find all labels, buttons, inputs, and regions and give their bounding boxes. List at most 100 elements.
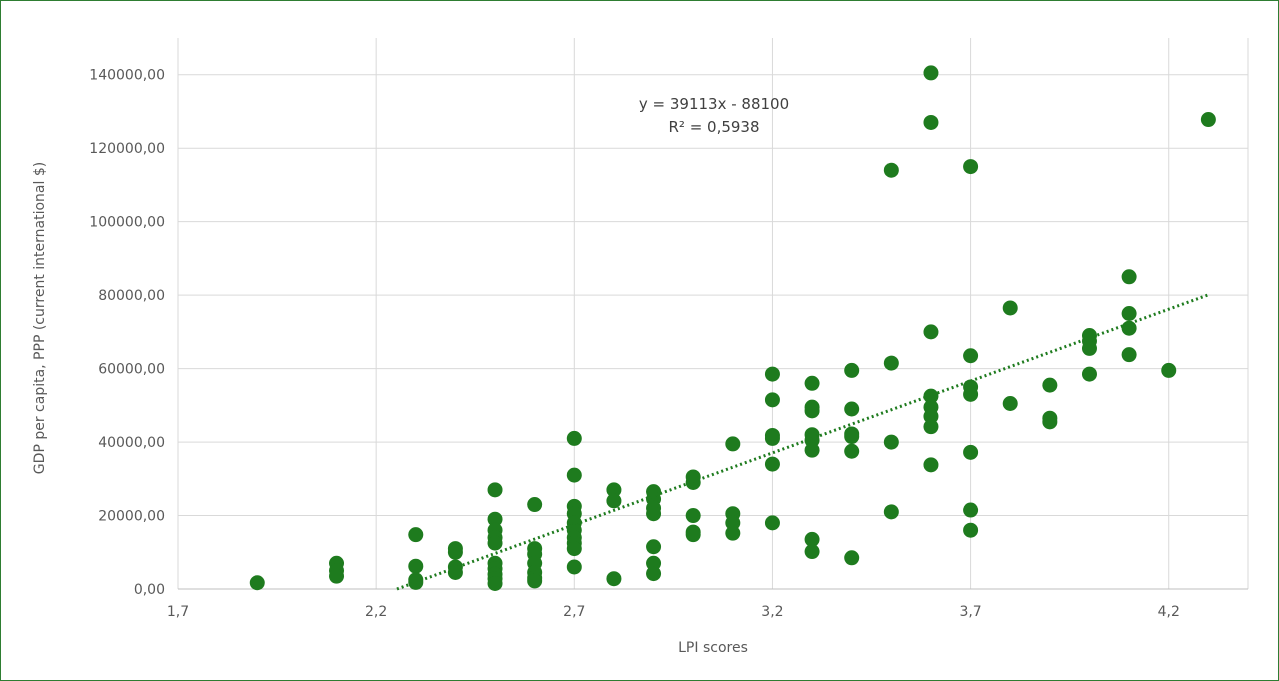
data-point — [646, 506, 662, 522]
data-point — [566, 541, 582, 557]
x-axis-ticks: 1,7 2,2 2,7 3,2 3,7 4,2 — [167, 604, 1180, 620]
data-point — [844, 550, 860, 566]
data-point — [725, 515, 741, 531]
data-point — [883, 355, 899, 371]
data-point — [923, 324, 939, 340]
x-tick-label: 4,2 — [1158, 604, 1180, 620]
data-point — [447, 564, 463, 580]
data-points — [249, 65, 1216, 591]
data-point — [844, 443, 860, 459]
data-point — [527, 573, 543, 589]
y-tick-label: 60000,00 — [98, 362, 165, 378]
data-point — [646, 566, 662, 582]
data-point — [487, 482, 503, 498]
data-point — [883, 434, 899, 450]
data-point — [764, 366, 780, 382]
data-point — [1200, 112, 1216, 128]
data-point — [447, 544, 463, 560]
data-point — [487, 511, 503, 527]
y-tick-label: 140000,00 — [89, 68, 165, 84]
data-point — [606, 482, 622, 498]
data-point — [923, 408, 939, 424]
data-point — [963, 502, 979, 518]
data-point — [923, 388, 939, 404]
y-tick-label: 40000,00 — [98, 435, 165, 451]
data-point — [764, 392, 780, 408]
data-point — [527, 497, 543, 513]
data-point — [804, 403, 820, 419]
trendline-path — [396, 293, 1209, 591]
grid-lines — [177, 38, 1249, 590]
data-point — [804, 442, 820, 458]
data-point — [923, 65, 939, 81]
data-point — [1121, 320, 1137, 336]
x-tick-label: 3,2 — [761, 604, 783, 620]
data-point — [764, 430, 780, 446]
data-point — [566, 559, 582, 575]
y-tick-label: 20000,00 — [98, 509, 165, 525]
x-tick-label: 1,7 — [167, 604, 189, 620]
data-point — [844, 401, 860, 417]
data-point — [844, 362, 860, 378]
data-point — [883, 162, 899, 178]
data-point — [923, 419, 939, 435]
data-point — [725, 436, 741, 452]
x-axis-title: LPI scores — [678, 640, 748, 656]
data-point — [1081, 340, 1097, 356]
trendline-r-squared: R² = 0,5938 — [668, 118, 759, 136]
y-axis-ticks: 0,00 20000,00 40000,00 60000,00 80000,00 1000… — [89, 68, 165, 598]
data-point — [606, 493, 622, 509]
data-point — [1002, 300, 1018, 316]
data-point — [764, 456, 780, 472]
y-tick-label: 80000,00 — [98, 288, 165, 304]
data-point — [804, 375, 820, 391]
x-tick-label: 2,7 — [563, 604, 585, 620]
data-point — [646, 555, 662, 571]
data-point — [764, 515, 780, 531]
data-point — [566, 430, 582, 446]
data-point — [1042, 377, 1058, 393]
data-point — [408, 574, 424, 590]
y-tick-label: 120000,00 — [89, 141, 165, 157]
data-point — [963, 522, 979, 538]
data-point — [685, 508, 701, 524]
x-tick-label: 3,7 — [959, 604, 981, 620]
data-point — [408, 558, 424, 574]
data-point — [1121, 347, 1137, 363]
data-point — [963, 444, 979, 460]
data-point — [963, 386, 979, 402]
trendline — [396, 293, 1209, 591]
data-point — [1081, 366, 1097, 382]
data-point — [844, 429, 860, 445]
data-point — [1002, 395, 1018, 411]
y-tick-label: 0,00 — [134, 582, 165, 598]
data-point — [408, 527, 424, 543]
x-tick-label: 2,2 — [365, 604, 387, 620]
data-point — [923, 457, 939, 473]
data-point — [963, 348, 979, 364]
data-point — [487, 535, 503, 551]
y-axis-title: GDP per capita, PPP (current internation… — [32, 162, 48, 474]
data-point — [804, 544, 820, 560]
data-point — [487, 575, 503, 591]
data-point — [329, 568, 345, 584]
data-point — [1042, 414, 1058, 430]
data-point — [963, 159, 979, 175]
y-tick-label: 100000,00 — [89, 215, 165, 231]
data-point — [923, 114, 939, 130]
data-point — [685, 527, 701, 543]
data-point — [804, 531, 820, 547]
data-point — [725, 525, 741, 541]
data-point — [1121, 306, 1137, 321]
data-point — [685, 474, 701, 490]
data-point — [249, 575, 265, 591]
data-point — [883, 504, 899, 520]
data-point — [1161, 362, 1177, 378]
data-point — [606, 571, 622, 587]
data-point — [566, 467, 582, 483]
trendline-equation: y = 39113x - 88100 — [639, 95, 789, 113]
data-point — [646, 539, 662, 555]
data-point — [1121, 269, 1137, 285]
